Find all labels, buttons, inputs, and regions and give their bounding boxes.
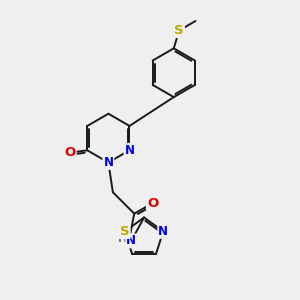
Text: N: N — [103, 156, 113, 169]
Text: S: S — [174, 24, 184, 37]
Text: N: N — [126, 235, 136, 248]
Text: N: N — [158, 225, 168, 238]
Text: S: S — [120, 225, 130, 238]
Text: O: O — [64, 146, 76, 159]
Text: O: O — [147, 197, 158, 210]
Text: H: H — [118, 235, 128, 244]
Text: N: N — [124, 144, 134, 157]
